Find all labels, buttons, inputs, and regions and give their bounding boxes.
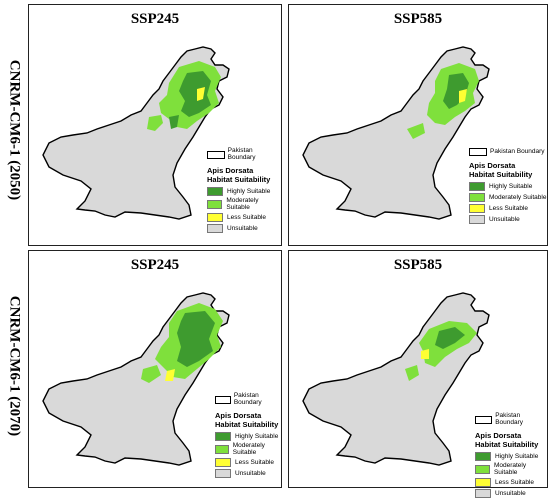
pakistan-map	[302, 46, 490, 220]
pakistan-map	[302, 292, 490, 466]
legend: Pakistan Boundary Apis Dorsata Habitat Su…	[207, 147, 281, 235]
map-panel-2070-ssp585: SSP585 Pakistan Boundary Apis Dorsata Hab…	[288, 250, 548, 499]
high-zone	[443, 73, 469, 109]
pakistan-map	[42, 46, 230, 220]
legend-boundary-label: Pakistan Boundary	[495, 412, 524, 426]
high-zone	[177, 311, 215, 367]
legend-label-moderate: Moderately Suitable	[232, 442, 265, 456]
legend-label-less: Less Suitable	[227, 213, 267, 221]
legend: Pakistan Boundary Apis Dorsata Habitat Su…	[475, 412, 547, 500]
legend-swatch-moderate	[207, 200, 223, 210]
legend-swatch-high	[469, 182, 485, 192]
legend-label-unsuitable: Unsuitable	[489, 215, 520, 223]
legend-subtitle: Habitat Suitability	[469, 169, 533, 179]
legend-label-unsuitable: Unsuitable	[235, 469, 266, 477]
boundary-swatch	[215, 395, 231, 404]
less-zone	[459, 89, 467, 103]
legend-label-moderate: Moderately Suitable	[489, 193, 547, 201]
legend-swatch-less	[215, 458, 231, 468]
legend-swatch-unsuitable	[207, 224, 223, 234]
legend-swatch-moderate	[469, 193, 485, 203]
high-zone-patch	[169, 115, 179, 129]
less-zone	[165, 369, 175, 381]
legend: Pakistan Boundary Apis Dorsata Habitat Su…	[215, 392, 281, 480]
high-zone	[435, 327, 465, 349]
legend-boundary-label: Pakistan Boundary	[233, 392, 262, 406]
legend-title: Apis Dorsata	[207, 166, 254, 175]
legend-title: Apis Dorsata	[475, 431, 522, 440]
pakistan-boundary	[302, 292, 490, 466]
moderate-zone-patch	[147, 115, 163, 131]
legend-subtitle: Habitat Suitability	[215, 419, 279, 429]
panel-title: SSP585	[393, 11, 443, 27]
legend-label-high: Highly Suitable	[227, 187, 271, 195]
legend-boundary-label: Pakistan Boundary	[490, 147, 545, 155]
legend-swatch-moderate	[475, 465, 490, 475]
pakistan-map	[42, 292, 230, 466]
legend-swatch-less	[469, 204, 485, 214]
legend-label-high: Highly Suitable	[495, 452, 539, 460]
moderate-zone-patch	[141, 365, 161, 383]
legend-boundary-label: Pakistan Boundary	[227, 147, 256, 161]
legend-label-less: Less Suitable	[489, 204, 529, 212]
legend-swatch-unsuitable	[475, 489, 491, 499]
legend-swatch-high	[207, 187, 223, 197]
legend-label-unsuitable: Unsuitable	[495, 489, 526, 497]
legend-swatch-unsuitable	[469, 215, 485, 225]
panel-title: SSP245	[130, 257, 180, 273]
legend-swatch-unsuitable	[215, 469, 231, 479]
legend-subtitle: Habitat Suitability	[207, 174, 271, 184]
legend-title: Apis Dorsata	[469, 161, 516, 170]
legend-subtitle: Habitat Suitability	[475, 439, 539, 449]
legend-label-high: Highly Suitable	[489, 182, 533, 190]
high-zone	[179, 71, 211, 117]
boundary-swatch	[469, 148, 487, 156]
boundary-swatch	[475, 415, 493, 424]
less-zone	[197, 87, 205, 101]
less-zone	[421, 349, 429, 359]
moderate-zone-patch	[405, 365, 419, 381]
legend-label-high: Highly Suitable	[235, 432, 279, 440]
legend-swatch-high	[215, 432, 231, 442]
legend-label-unsuitable: Unsuitable	[227, 224, 258, 232]
moderate-zone-patch	[407, 123, 425, 139]
map-panel-2050-ssp245: SSP245 Pakistan Boundary Apis Dorsata Hab…	[28, 4, 282, 246]
boundary-swatch	[207, 150, 225, 159]
legend-swatch-moderate	[215, 445, 229, 455]
legend-swatch-less	[475, 478, 491, 488]
legend-label-moderate: Moderately Suitable	[493, 462, 527, 476]
map-panel-2070-ssp245: SSP245 Pakistan Boundary Apis Dorsata Hab…	[28, 250, 282, 488]
legend-label-less: Less Suitable	[495, 478, 535, 486]
legend-title: Apis Dorsata	[215, 411, 262, 420]
legend-label-less: Less Suitable	[235, 458, 275, 466]
panel-title: SSP585	[393, 257, 443, 273]
legend-label-moderate: Moderately Suitable	[226, 197, 259, 211]
panel-title: SSP245	[130, 11, 180, 27]
row-label-2050: CNRM-CM6-1 (2050)	[6, 59, 23, 201]
legend: Pakistan Boundary Apis Dorsata Habitat Su…	[469, 148, 546, 226]
legend-swatch-less	[207, 213, 223, 223]
row-label-2070: CNRM-CM6-1 (2070)	[6, 295, 23, 437]
legend-swatch-high	[475, 452, 491, 462]
map-panel-2050-ssp585: SSP585 Pakistan Boundary Apis Dorsata Hab…	[288, 4, 548, 246]
